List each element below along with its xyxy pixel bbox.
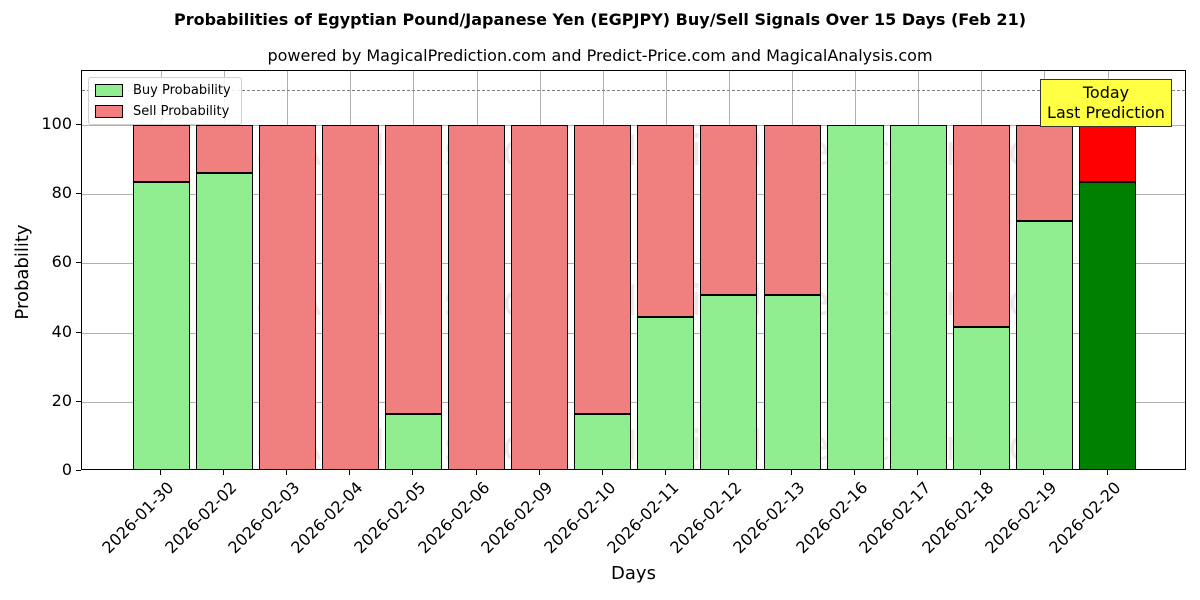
y-tick-mark xyxy=(76,193,81,195)
buy-bar xyxy=(1079,182,1136,469)
legend-item-sell: Sell Probability xyxy=(95,104,229,119)
sell-bar xyxy=(511,125,569,469)
x-tick-mark xyxy=(286,470,288,475)
x-tick-mark xyxy=(791,470,792,475)
sell-bar xyxy=(1015,125,1073,221)
y-tick-label: 100 xyxy=(41,114,72,133)
y-tick-mark xyxy=(76,331,81,333)
y-tick-mark xyxy=(76,400,81,402)
x-tick-mark xyxy=(160,470,161,475)
buy-bar xyxy=(132,182,190,469)
y-tick-label: 60 xyxy=(51,252,72,272)
plot-area: MagicalAnalysis.comMagicalPrediction.com… xyxy=(81,70,1186,470)
legend-buy-label: Buy Probability xyxy=(133,83,231,98)
sell-bar xyxy=(132,125,190,183)
sell-bar xyxy=(258,125,316,469)
y-tick-label: 20 xyxy=(51,390,72,410)
sell-bar xyxy=(1079,125,1136,183)
today-annotation-line1: Today xyxy=(1082,83,1130,102)
sell-bar xyxy=(700,125,758,295)
sell-bar xyxy=(195,125,253,174)
x-tick-mark xyxy=(727,470,729,475)
buy-swatch-icon xyxy=(95,84,123,97)
y-tick-label: 0 xyxy=(61,460,72,479)
sell-bar xyxy=(384,125,442,414)
x-tick-mark xyxy=(223,470,225,475)
buy-bar xyxy=(1015,220,1073,469)
x-tick-mark xyxy=(854,470,856,475)
gridline-horizontal xyxy=(82,125,1185,126)
legend: Buy Probability Sell Probability xyxy=(88,77,242,125)
x-tick-mark xyxy=(1043,470,1045,475)
y-tick-label: 80 xyxy=(51,183,72,203)
buy-bar xyxy=(574,413,632,469)
y-tick-mark xyxy=(76,262,81,264)
x-tick-mark xyxy=(1106,470,1108,475)
buy-bar xyxy=(637,317,695,469)
x-tick-mark xyxy=(980,470,982,475)
gridline-horizontal xyxy=(82,194,1185,196)
buy-bar xyxy=(763,294,821,469)
sell-bar xyxy=(763,125,821,295)
y-tick-mark xyxy=(76,124,81,125)
today-annotation: Today Last Prediction xyxy=(1040,79,1172,127)
y-tick-label: 40 xyxy=(51,321,72,341)
gridline-horizontal xyxy=(82,263,1185,265)
gridline-horizontal xyxy=(82,401,1185,403)
gridline-horizontal xyxy=(82,332,1185,334)
x-tick-mark xyxy=(917,470,919,475)
sell-bar xyxy=(321,125,379,469)
sell-bar xyxy=(448,125,505,469)
y-axis-label: Probability xyxy=(12,224,33,320)
buy-bar xyxy=(826,125,884,469)
y-tick-mark xyxy=(76,470,81,471)
buy-bar xyxy=(384,413,442,469)
sell-bar xyxy=(574,125,632,414)
x-axis-label: Days xyxy=(611,563,656,584)
today-annotation-line2: Last Prediction xyxy=(1047,103,1165,122)
legend-item-buy: Buy Probability xyxy=(95,83,231,98)
x-tick-mark xyxy=(412,470,414,475)
sell-bar xyxy=(952,125,1010,328)
buy-bar xyxy=(700,294,758,469)
x-tick-mark xyxy=(601,470,603,475)
chart-subtitle: powered by MagicalPrediction.com and Pre… xyxy=(267,46,933,65)
x-tick-mark xyxy=(538,470,540,475)
sell-bar xyxy=(637,125,695,318)
buy-bar xyxy=(889,125,947,469)
x-tick-mark xyxy=(475,470,477,475)
x-tick-mark xyxy=(664,470,666,475)
reference-line xyxy=(82,90,1185,92)
buy-bar xyxy=(195,173,253,469)
chart-title: Probabilities of Egyptian Pound/Japanese… xyxy=(173,10,1027,29)
legend-sell-label: Sell Probability xyxy=(133,104,230,119)
sell-swatch-icon xyxy=(95,105,123,118)
buy-bar xyxy=(952,327,1010,469)
x-tick-mark xyxy=(349,470,351,475)
